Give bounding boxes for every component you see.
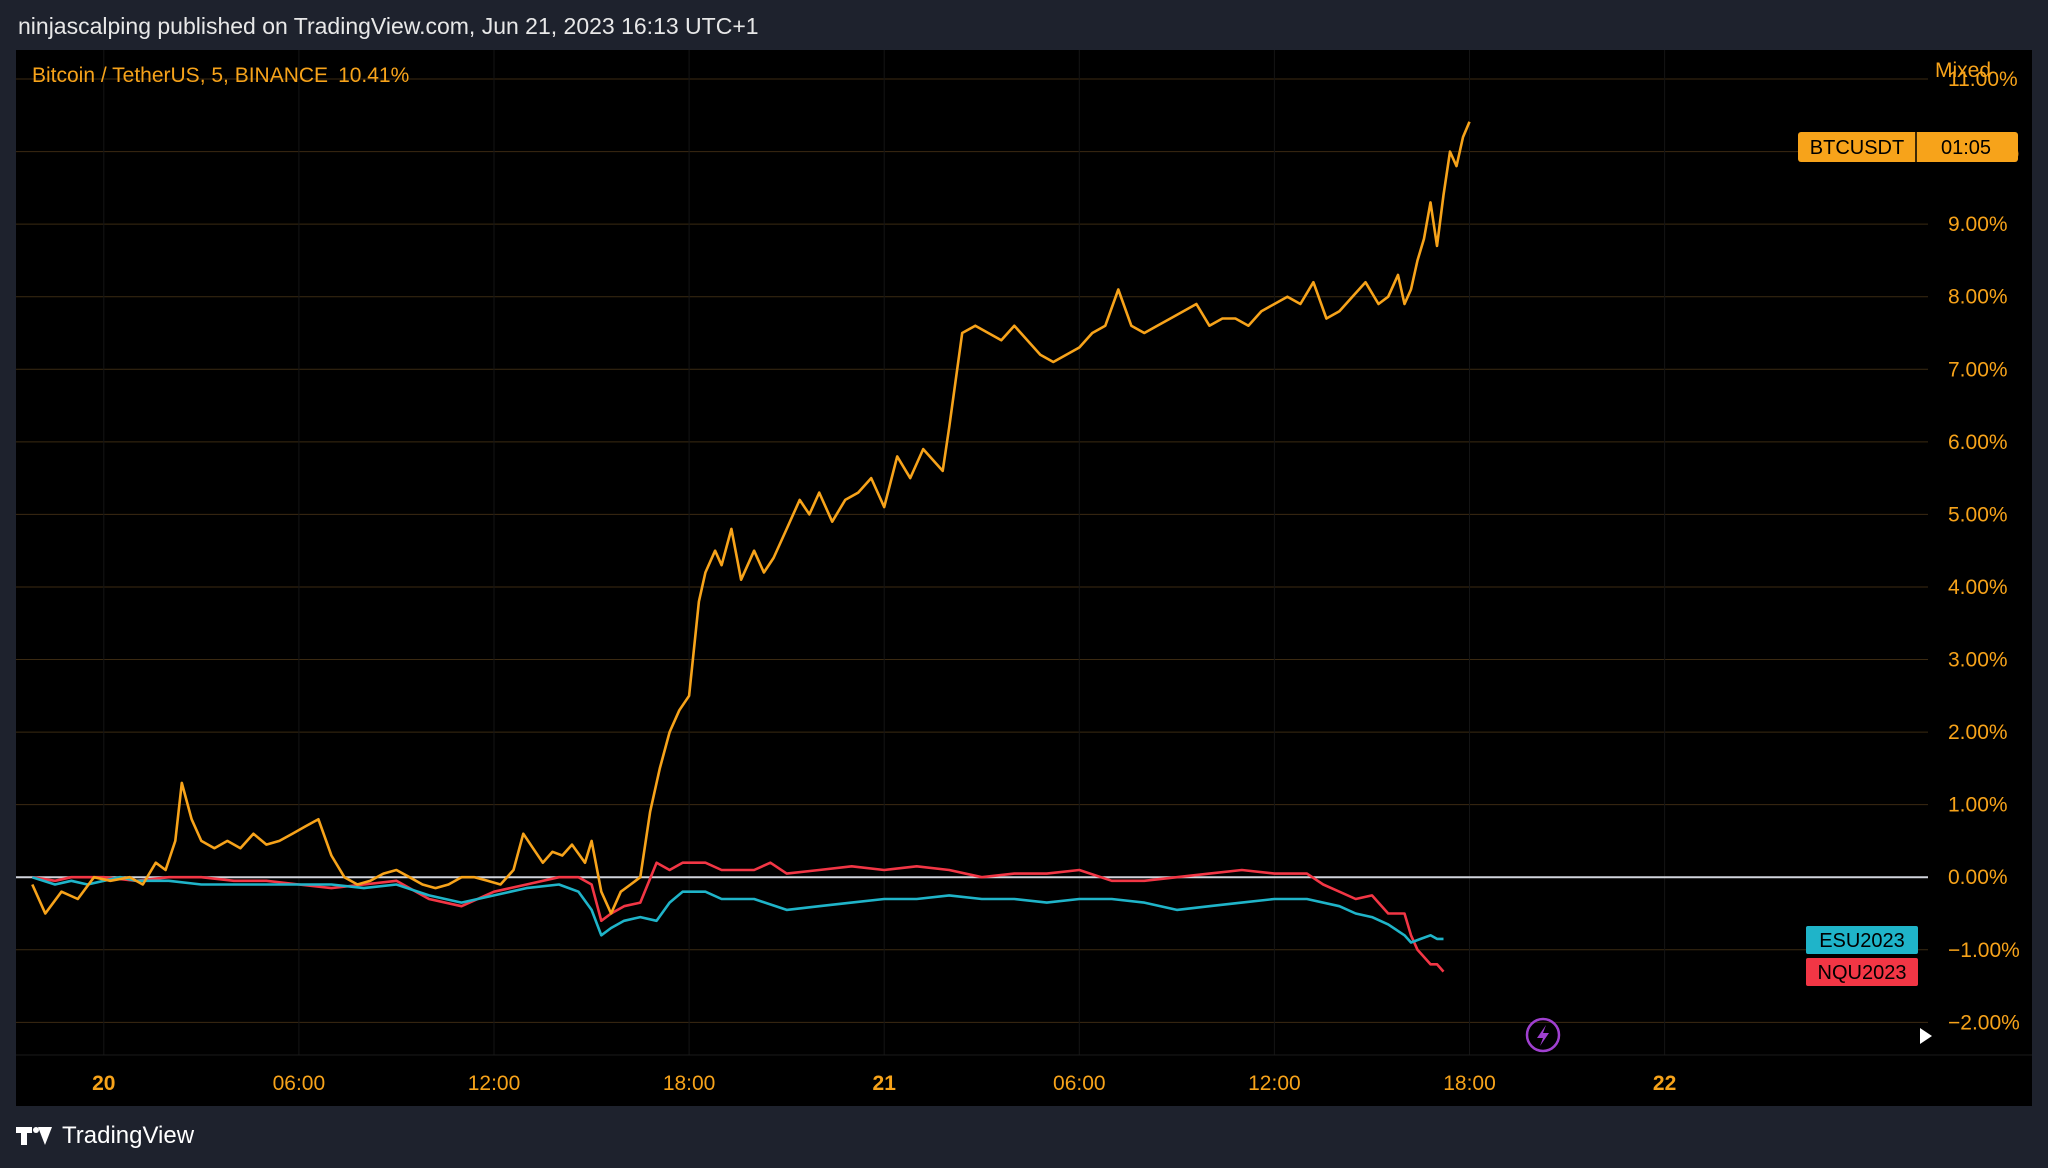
y-tick-label: 9.00%	[1948, 213, 2008, 236]
y-tick-label: 7.00%	[1948, 358, 2008, 381]
badge-label: NQU2023	[1818, 962, 1907, 984]
chart-area[interactable]: 11.00%10.00%9.00%8.00%7.00%6.00%5.00%4.0…	[16, 50, 2032, 1106]
x-tick-label: 18:00	[663, 1072, 716, 1095]
badge-label: ESU2023	[1819, 930, 1905, 952]
scale-mode-label[interactable]: Mixed	[1935, 59, 1992, 82]
badge-countdown: 01:05	[1941, 137, 1991, 159]
y-tick-label: 5.00%	[1948, 503, 2008, 526]
x-tick-label: 06:00	[273, 1072, 326, 1095]
lightning-icon-bolt	[1537, 1025, 1549, 1046]
price-badge-btcusdt: BTCUSDT 01:05	[1798, 132, 2018, 162]
y-tick-label: 6.00%	[1948, 431, 2008, 454]
tradingview-brand: TradingView	[62, 1122, 195, 1149]
y-tick-label: 2.00%	[1948, 721, 2008, 744]
y-tick-label: −2.00%	[1948, 1011, 2020, 1034]
tradingview-logo-icon	[16, 1125, 52, 1147]
publish-bar: ninjascalping published on TradingView.c…	[0, 0, 2048, 50]
x-tick-label: 06:00	[1053, 1072, 1106, 1095]
price-badge-esu2023: ESU2023	[1806, 926, 1918, 954]
lightning-icon-ring	[1525, 1017, 1561, 1053]
x-tick-label: 12:00	[468, 1072, 521, 1095]
badge-box	[1806, 958, 1918, 986]
symbol-legend[interactable]: Bitcoin / TetherUS, 5, BINANCE 10.41%	[32, 64, 409, 88]
published-caption: ninjascalping published on TradingView.c…	[18, 13, 759, 39]
x-tick-label: 21	[873, 1072, 897, 1095]
scroll-right-icon[interactable]	[1920, 1028, 1932, 1044]
lightning-icon[interactable]	[1525, 1017, 1561, 1053]
series-line-btcusdt	[31, 121, 1471, 915]
badge-box	[1806, 926, 1918, 954]
series-line-esu2023	[31, 875, 1444, 944]
price-badge-nqu2023: NQU2023	[1806, 958, 1918, 986]
y-tick-label: 8.00%	[1948, 286, 2008, 309]
footer: TradingView	[0, 1106, 2048, 1168]
y-tick-label: 1.00%	[1948, 794, 2008, 817]
x-tick-label: 20	[92, 1072, 115, 1095]
y-tick-label: 4.00%	[1948, 576, 2008, 599]
legend-change: 10.41%	[338, 64, 410, 87]
badge-box	[1798, 132, 2018, 162]
scroll-right-arrow	[1920, 1028, 1932, 1044]
x-tick-label: 12:00	[1248, 1072, 1301, 1095]
series-line-nqu2023	[32, 861, 1445, 973]
x-tick-label: 18:00	[1443, 1072, 1496, 1095]
x-tick-label: 22	[1653, 1072, 1676, 1095]
y-tick-label: 0.00%	[1948, 866, 2008, 889]
y-tick-label: 3.00%	[1948, 649, 2008, 672]
tradingview-logo[interactable]: TradingView	[16, 1122, 194, 1150]
price-chart[interactable]: 11.00%10.00%9.00%8.00%7.00%6.00%5.00%4.0…	[16, 50, 2032, 1106]
y-tick-label: −1.00%	[1948, 939, 2020, 962]
legend-symbol: Bitcoin / TetherUS, 5, BINANCE	[32, 64, 329, 87]
y-tick-label: 11.00%	[1948, 68, 2018, 91]
badge-label: BTCUSDT	[1810, 137, 1904, 159]
